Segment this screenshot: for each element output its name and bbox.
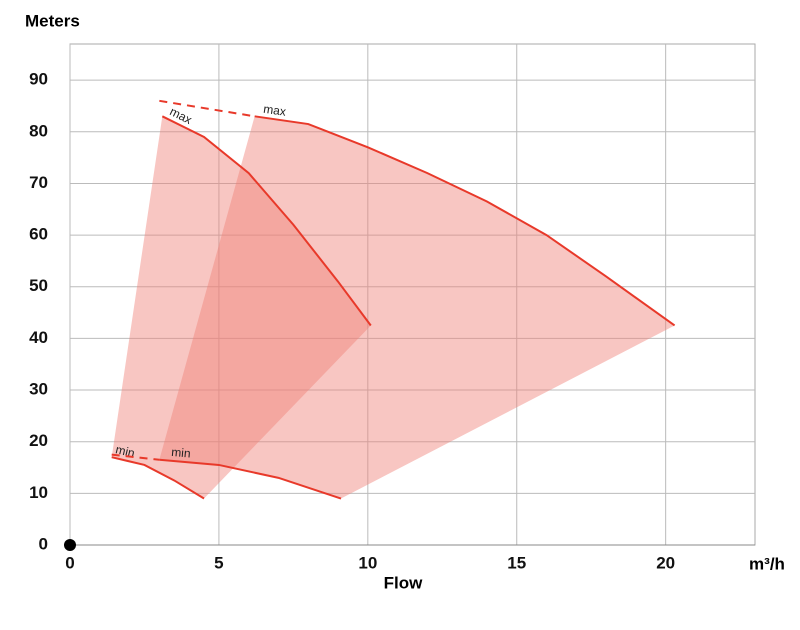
x-tick-label: 5 [214, 553, 223, 572]
curve-label: max [262, 102, 286, 119]
min-curve [159, 458, 342, 500]
curve-label: min [171, 445, 191, 461]
y-axis-label: Meters [25, 11, 80, 30]
y-tick-label: 60 [29, 225, 48, 244]
y-tick-label: 0 [39, 534, 48, 553]
x-tick-label: 20 [656, 553, 675, 572]
x-unit: m³/h [749, 554, 785, 573]
y-tick-label: 80 [29, 121, 48, 140]
origin-dot [64, 539, 76, 551]
y-tick-label: 40 [29, 328, 48, 347]
max-curve [254, 115, 676, 327]
y-tick-label: 90 [29, 70, 48, 89]
x-axis-label: Flow [384, 573, 423, 592]
min-curve [111, 456, 205, 500]
max-curve [161, 115, 372, 327]
y-tick-label: 10 [29, 483, 48, 502]
x-tick-label: 0 [65, 553, 74, 572]
y-tick-label: 50 [29, 276, 48, 295]
extension-line [159, 99, 255, 118]
region-fill [111, 116, 371, 499]
y-tick-label: 20 [29, 431, 48, 450]
y-tick-label: 30 [29, 380, 48, 399]
region-fill [159, 116, 675, 499]
extension-line [111, 453, 160, 461]
x-tick-label: 10 [358, 553, 377, 572]
y-tick-label: 70 [29, 173, 48, 192]
x-tick-label: 15 [507, 553, 526, 572]
